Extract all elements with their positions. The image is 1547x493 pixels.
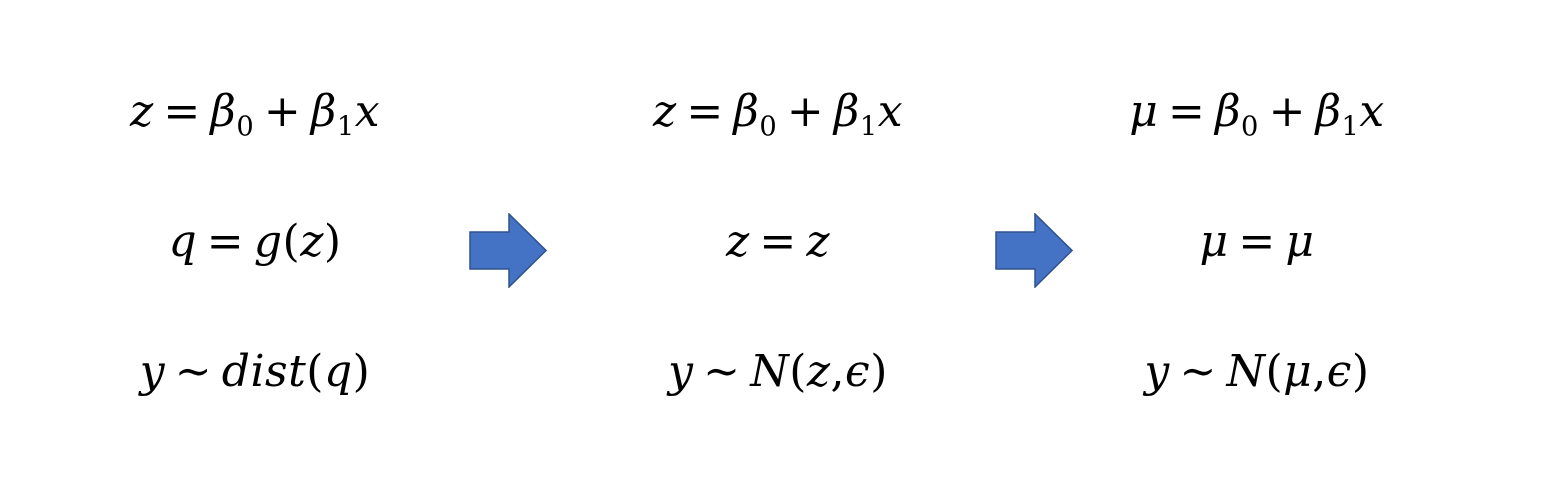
- col1-linear-predictor: z = β0 + β1x: [129, 86, 381, 143]
- right-arrow-icon: [469, 213, 547, 288]
- right-arrow-icon: [995, 213, 1073, 288]
- col2-normal-distribution: y ~ N(z,ϵ): [668, 346, 888, 397]
- col3-identity-link: μ = μ: [1199, 216, 1315, 267]
- col1-response-distribution: y ~ dist(q): [139, 346, 371, 397]
- col3-linear-predictor: μ = β0 + β1x: [1129, 86, 1385, 143]
- col1-link-function: q = g(z): [168, 216, 342, 267]
- col3-normal-distribution: y ~ N(μ,ϵ): [1144, 346, 1370, 397]
- col2-linear-predictor: z = β0 + β1x: [652, 86, 904, 143]
- col2-identity-link: z = z: [725, 216, 831, 267]
